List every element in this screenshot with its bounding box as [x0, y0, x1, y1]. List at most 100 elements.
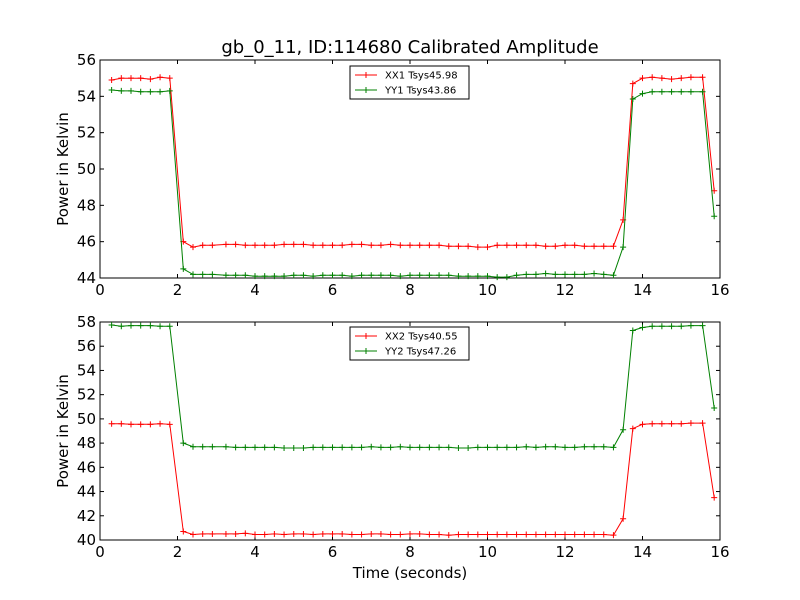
legend-box — [349, 326, 470, 361]
data-point — [445, 532, 452, 539]
data-point — [348, 273, 355, 280]
data-point — [157, 74, 164, 81]
data-point — [397, 531, 404, 538]
data-point — [649, 420, 656, 427]
data-point — [209, 443, 216, 450]
data-point — [687, 420, 694, 427]
legend-label: XX1 Tsys45.98 — [385, 71, 458, 82]
data-point — [532, 444, 539, 451]
data-point — [232, 272, 239, 279]
data-point — [137, 88, 144, 95]
data-point — [387, 444, 394, 451]
data-point — [397, 273, 404, 280]
y-tick-label: 42 — [77, 507, 96, 525]
x-tick-label: 14 — [633, 281, 652, 299]
data-point — [711, 213, 718, 220]
data-point — [455, 444, 462, 451]
data-point — [157, 88, 164, 95]
data-point — [252, 242, 258, 249]
data-point — [290, 530, 297, 537]
data-point — [513, 444, 520, 451]
data-point — [348, 531, 355, 538]
y-tick-label: 52 — [77, 386, 96, 404]
data-point — [649, 74, 656, 81]
data-point — [668, 76, 675, 83]
data-point — [416, 242, 423, 249]
data-point — [455, 243, 462, 250]
data-point — [368, 272, 375, 279]
y-tick-label: 40 — [77, 531, 96, 549]
data-point — [620, 244, 627, 251]
data-point — [222, 530, 229, 537]
data-point — [678, 88, 685, 95]
data-point — [571, 242, 578, 249]
data-point — [190, 244, 196, 251]
data-point — [513, 531, 520, 538]
data-point — [128, 421, 134, 428]
data-point — [166, 421, 173, 428]
data-point — [416, 272, 423, 279]
data-point — [562, 531, 568, 538]
x-tick-label: 0 — [95, 543, 105, 561]
y-tick-label: 46 — [77, 233, 96, 251]
y-axis-label: Power in Kelvin — [54, 112, 72, 226]
data-point — [610, 272, 617, 279]
data-point — [445, 272, 452, 279]
legend-box — [349, 65, 470, 100]
data-point — [242, 444, 249, 451]
data-point — [699, 88, 706, 95]
data-point — [523, 531, 530, 538]
data-point — [300, 272, 307, 279]
data-point — [387, 241, 394, 248]
data-point — [610, 243, 617, 250]
data-point — [232, 530, 239, 537]
data-point — [436, 531, 443, 538]
data-point — [658, 88, 665, 95]
data-point — [474, 273, 481, 280]
data-point — [445, 444, 452, 451]
data-point — [687, 322, 694, 329]
data-point — [610, 444, 617, 451]
x-tick-label: 8 — [405, 543, 415, 561]
data-point — [348, 241, 355, 248]
legend-marker — [363, 87, 369, 93]
data-point — [532, 271, 539, 278]
x-tick-label: 2 — [173, 281, 183, 299]
data-point — [319, 242, 326, 249]
data-point — [128, 75, 134, 82]
data-point — [649, 88, 656, 95]
data-point — [281, 531, 288, 538]
x-tick-label: 14 — [633, 543, 652, 561]
data-point — [581, 243, 588, 250]
data-point — [600, 443, 607, 450]
data-point — [699, 322, 706, 329]
data-point — [620, 426, 627, 433]
data-point — [523, 443, 530, 450]
data-point — [436, 272, 443, 279]
data-point — [571, 531, 578, 538]
data-point — [261, 273, 268, 280]
data-point — [261, 444, 268, 451]
data-point — [232, 444, 239, 451]
data-point — [147, 421, 154, 428]
data-point — [407, 530, 413, 537]
data-point — [407, 444, 413, 451]
legend-label: XX2 Tsys40.55 — [385, 332, 458, 343]
data-point — [494, 531, 501, 538]
data-point — [310, 273, 317, 280]
y-tick-label: 52 — [77, 124, 96, 142]
data-point — [271, 273, 278, 280]
y-tick-label: 44 — [77, 483, 96, 501]
y-tick-label: 48 — [77, 196, 96, 214]
data-point — [281, 444, 288, 451]
data-point — [474, 444, 481, 451]
data-point — [108, 86, 115, 93]
data-point — [180, 528, 187, 535]
data-point — [128, 322, 134, 329]
data-point — [147, 322, 154, 329]
data-point — [319, 272, 326, 279]
x-tick-label: 12 — [555, 543, 574, 561]
data-point — [581, 271, 588, 278]
data-point — [591, 443, 598, 450]
